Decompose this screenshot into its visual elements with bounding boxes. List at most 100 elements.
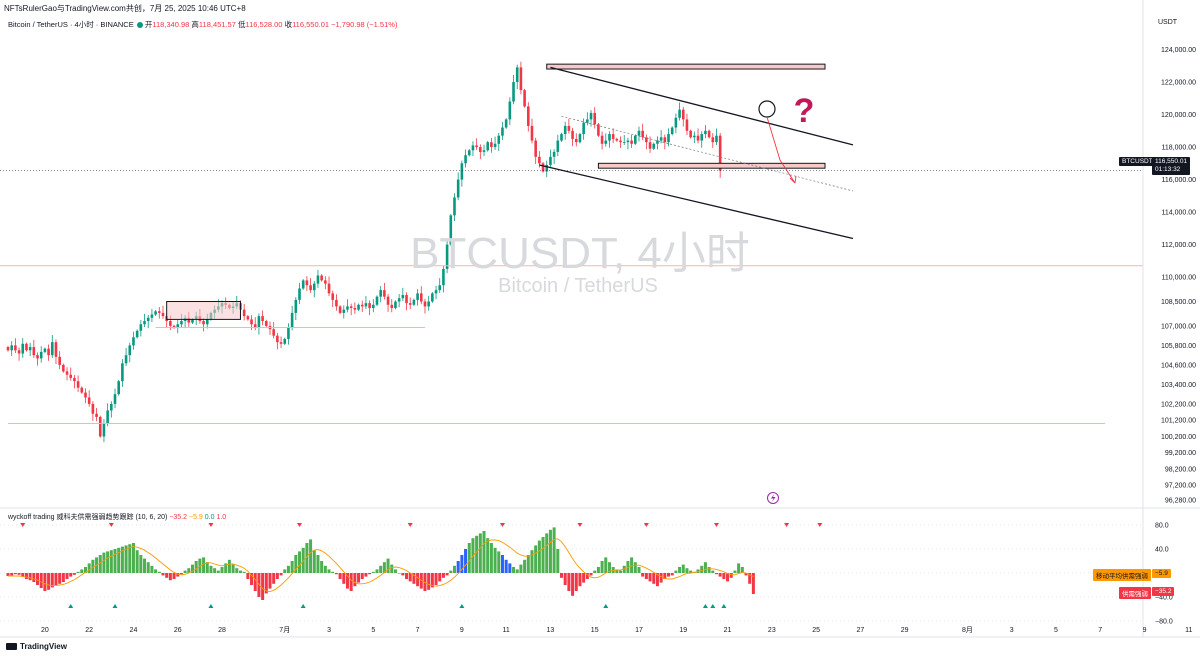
candle-body — [276, 336, 279, 343]
candle-body — [435, 290, 438, 293]
histogram-bar — [387, 559, 390, 573]
candle-body — [265, 321, 268, 326]
sd-label-tag: 供需强弱 — [1119, 587, 1151, 599]
candle-body — [121, 363, 124, 381]
ma-value-tag: −5.9 — [1152, 569, 1171, 578]
histogram-bar — [538, 541, 541, 573]
sd-value-tag: −35.2 — [1152, 587, 1174, 596]
histogram-bar — [505, 560, 508, 573]
candle-body — [106, 410, 109, 423]
y-tick-label: 101,200.00 — [1161, 418, 1196, 425]
histogram-bar — [593, 571, 596, 573]
candle-body — [272, 329, 275, 336]
histogram-bar — [567, 573, 570, 591]
candle-body — [328, 284, 331, 294]
histogram-bar — [320, 561, 323, 573]
histogram-bar — [232, 565, 235, 573]
candle-body — [424, 302, 427, 307]
x-tick-label: 19 — [679, 627, 687, 634]
histogram-bar — [575, 573, 578, 591]
symbol-name[interactable]: Bitcoin / TetherUS · 4小时 · BINANCE — [8, 20, 134, 29]
histogram-bar — [195, 561, 198, 573]
x-tick-label: 9 — [1143, 627, 1147, 634]
sell-signal-icon — [577, 523, 582, 527]
candle-body — [117, 381, 120, 394]
candle-body — [202, 321, 205, 324]
histogram-bar — [298, 551, 301, 573]
candle-body — [405, 295, 408, 303]
candle-body — [453, 197, 456, 215]
candle-body — [523, 90, 526, 106]
histogram-bar — [77, 572, 80, 573]
histogram-bar — [678, 567, 681, 573]
candle-body — [368, 303, 371, 308]
histogram-bar — [161, 573, 164, 575]
candle-body — [711, 137, 714, 142]
histogram-bar — [58, 573, 61, 584]
candle-body — [258, 316, 261, 327]
histogram-bar — [43, 573, 46, 591]
candle-body — [387, 297, 390, 305]
candle-body — [704, 131, 707, 134]
histogram-bar — [169, 573, 172, 580]
candle-body — [597, 124, 600, 135]
x-tick-label: 5 — [371, 627, 375, 634]
candle-body — [601, 136, 604, 144]
buy-signal-icon — [710, 604, 715, 608]
histogram-bar — [361, 573, 364, 579]
histogram-bar — [719, 573, 722, 577]
candle-body — [682, 110, 685, 120]
candle-body — [505, 119, 508, 127]
candle-body — [494, 144, 497, 147]
candle-body — [457, 180, 460, 198]
histogram-bar — [106, 551, 109, 573]
candle-body — [538, 157, 541, 164]
histogram-bar — [545, 533, 548, 573]
candle-body — [652, 144, 655, 149]
candle-body — [154, 311, 157, 314]
candle-body — [557, 141, 560, 152]
sell-signal-icon — [109, 523, 114, 527]
histogram-bar — [730, 573, 733, 578]
candle-body — [693, 136, 696, 138]
candle-body — [402, 295, 405, 298]
histogram-bar — [427, 573, 430, 590]
histogram-bar — [398, 573, 401, 574]
candle-body — [634, 136, 637, 144]
tradingview-brand[interactable]: TradingView — [6, 642, 67, 651]
indicator-legend[interactable]: wyckoff trading 威科夫供需强弱趋势跟踪 (10, 6, 20) … — [8, 512, 226, 522]
candle-body — [136, 331, 139, 338]
indicator-name[interactable]: wyckoff trading 威科夫供需强弱趋势跟踪 (10, 6, 20) — [8, 514, 167, 521]
candle-body — [206, 319, 209, 324]
candle-body — [151, 315, 154, 318]
histogram-bar — [313, 550, 316, 573]
candle-body — [516, 67, 519, 82]
candle-body — [464, 155, 467, 163]
y-tick-label: 124,000.00 — [1161, 47, 1196, 54]
y-tick-label: 118,000.00 — [1161, 145, 1196, 152]
histogram-bar — [364, 573, 367, 577]
candle-body — [438, 285, 441, 290]
y-tick-label: 102,200.00 — [1161, 401, 1196, 408]
buy-signal-icon — [208, 604, 213, 608]
currency-label[interactable]: USDT — [1158, 19, 1177, 26]
candle-body — [627, 141, 630, 143]
x-tick-label: 29 — [901, 627, 909, 634]
candle-body — [169, 321, 172, 326]
histogram-bar — [102, 553, 105, 573]
symbol-legend[interactable]: Bitcoin / TetherUS · 4小时 · BINANCE 开118,… — [8, 19, 397, 30]
indicator-pane[interactable] — [0, 523, 1143, 621]
candle-body — [649, 142, 652, 149]
histogram-bar — [372, 572, 375, 573]
candle-body — [335, 300, 338, 307]
lightning-icon[interactable] — [768, 493, 779, 504]
sell-signal-icon — [714, 523, 719, 527]
candle-body — [354, 308, 357, 310]
candle-body — [660, 137, 663, 140]
candle-body — [678, 110, 681, 118]
candle-body — [291, 313, 294, 328]
symbol-price-tag: BTCUSDT — [1119, 157, 1156, 166]
histogram-bar — [660, 573, 663, 583]
histogram-bar — [80, 569, 83, 573]
